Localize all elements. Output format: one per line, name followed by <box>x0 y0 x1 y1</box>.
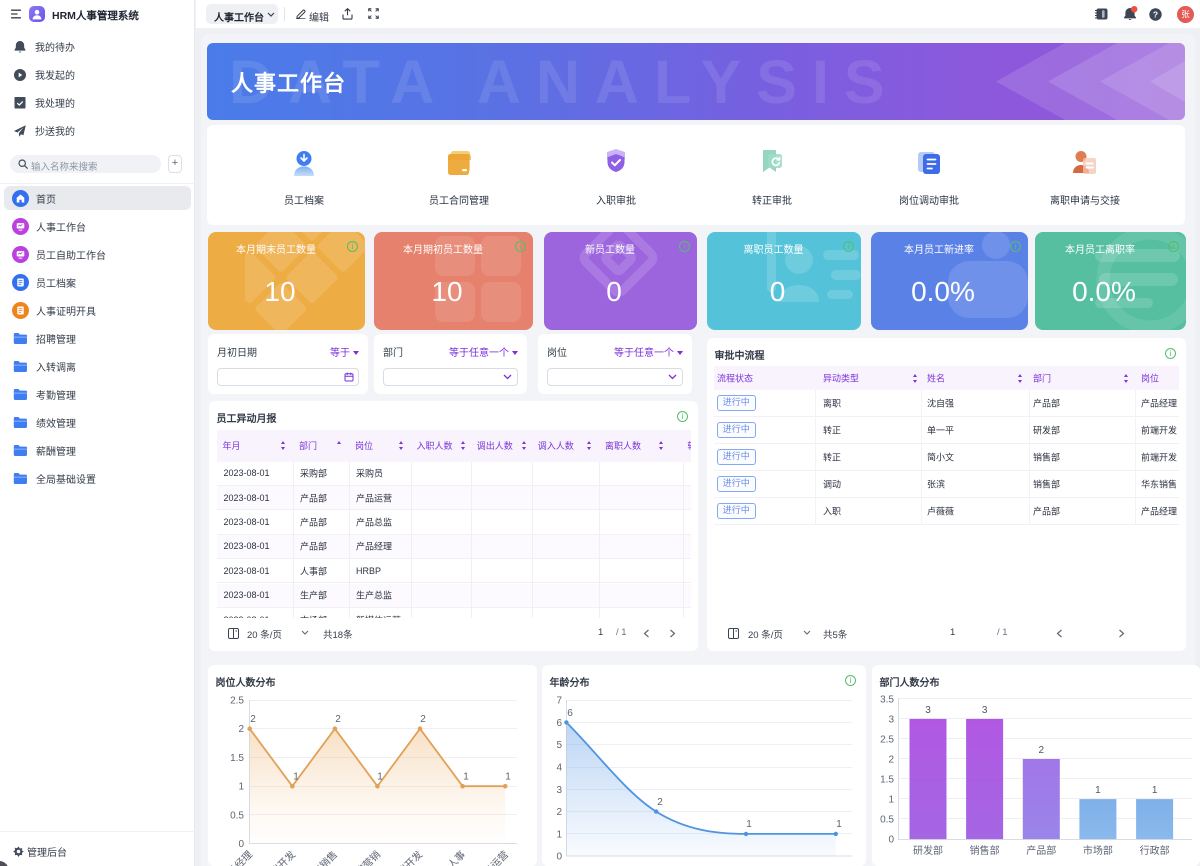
svg-text:1: 1 <box>556 829 562 840</box>
svg-text:1.5: 1.5 <box>230 753 244 764</box>
svg-text:4: 4 <box>556 763 562 774</box>
svg-text:1: 1 <box>746 819 752 830</box>
svg-text:0: 0 <box>556 852 562 863</box>
svg-text:0: 0 <box>238 839 244 850</box>
svg-text:2: 2 <box>420 714 426 725</box>
svg-text:5: 5 <box>556 740 562 751</box>
svg-text:后端开发: 后端开发 <box>388 848 425 866</box>
svg-text:人事: 人事 <box>445 848 468 866</box>
svg-text:1: 1 <box>377 772 383 783</box>
svg-text:3: 3 <box>925 705 931 716</box>
svg-text:产品经理: 产品经理 <box>218 848 255 866</box>
svg-text:产品部: 产品部 <box>1026 844 1056 857</box>
svg-text:2: 2 <box>556 807 562 818</box>
svg-text:1: 1 <box>1152 785 1158 796</box>
svg-text:1: 1 <box>836 819 842 830</box>
svg-text:1: 1 <box>463 772 469 783</box>
svg-text:1: 1 <box>238 782 244 793</box>
svg-text:1: 1 <box>888 795 894 806</box>
svg-text:2: 2 <box>250 714 256 725</box>
svg-text:1: 1 <box>505 772 511 783</box>
svg-text:2: 2 <box>335 714 341 725</box>
svg-text:?: ? <box>1153 9 1158 19</box>
svg-text:前端开发: 前端开发 <box>261 848 298 866</box>
svg-text:0: 0 <box>888 835 894 846</box>
svg-text:销售运营: 销售运营 <box>474 848 511 866</box>
svg-text:华东销售: 华东销售 <box>303 848 340 866</box>
svg-text:0.5: 0.5 <box>230 810 244 821</box>
svg-text:行政部: 行政部 <box>1140 844 1170 857</box>
svg-text:6: 6 <box>556 718 562 729</box>
svg-text:7: 7 <box>556 696 562 707</box>
svg-text:2.5: 2.5 <box>230 696 244 707</box>
svg-text:市场部: 市场部 <box>1083 844 1113 857</box>
svg-text:3: 3 <box>982 705 988 716</box>
svg-text:3: 3 <box>888 714 894 725</box>
svg-text:2.5: 2.5 <box>880 735 894 746</box>
svg-text:6: 6 <box>567 708 573 719</box>
svg-text:1.5: 1.5 <box>880 775 894 786</box>
svg-text:1: 1 <box>293 772 299 783</box>
svg-text:2: 2 <box>238 724 244 735</box>
svg-text:0.5: 0.5 <box>880 815 894 826</box>
svg-text:销售部: 销售部 <box>970 844 1000 857</box>
svg-text:3.5: 3.5 <box>880 694 894 705</box>
svg-text:3: 3 <box>556 785 562 796</box>
svg-text:1: 1 <box>1095 785 1101 796</box>
svg-text:2: 2 <box>888 755 894 766</box>
svg-text:2: 2 <box>1039 745 1045 756</box>
svg-text:研发部: 研发部 <box>913 844 943 857</box>
svg-text:2: 2 <box>657 797 663 808</box>
svg-text:品牌营销: 品牌营销 <box>346 848 383 866</box>
